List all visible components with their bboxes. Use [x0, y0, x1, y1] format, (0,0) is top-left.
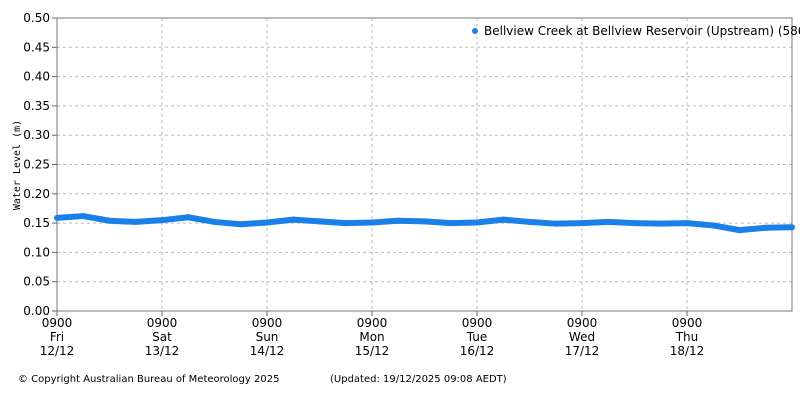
data-point [264, 219, 270, 226]
legend-marker [472, 28, 478, 34]
data-point [474, 219, 480, 226]
x-tick-time: 0900 [42, 316, 73, 330]
x-tick-time: 0900 [252, 316, 283, 330]
x-tick-day: Sun [256, 330, 279, 344]
plot-frame [56, 17, 793, 312]
x-tick-date: 13/12 [145, 344, 180, 358]
data-point [552, 220, 559, 227]
data-point [369, 219, 375, 226]
x-tick-day: Mon [359, 330, 384, 344]
x-tick-day: Sat [152, 330, 172, 344]
x-tick-date: 16/12 [460, 344, 495, 358]
data-point [132, 218, 139, 225]
data-point [185, 214, 192, 221]
x-tick-time: 0900 [462, 316, 493, 330]
data-point [684, 220, 690, 227]
x-tick-date: 12/12 [40, 344, 75, 358]
data-point [54, 214, 60, 221]
x-tick-day: Tue [466, 330, 488, 344]
data-point [211, 218, 218, 225]
y-tick-label: 0.35 [23, 99, 50, 113]
data-point [579, 220, 585, 227]
data-point [447, 220, 454, 227]
x-tick-day: Wed [569, 330, 595, 344]
data-point [789, 224, 795, 231]
y-tick-label: 0.20 [23, 187, 50, 201]
updated-text: (Updated: 19/12/2025 09:08 AEDT) [330, 374, 507, 385]
data-point [80, 213, 87, 220]
data-point [710, 222, 717, 229]
y-tick-label: 0.40 [23, 70, 50, 84]
series-marks [54, 213, 795, 234]
data-point [395, 217, 402, 224]
y-tick-label: 0.25 [23, 158, 50, 172]
y-tick-label: 0.30 [23, 128, 50, 142]
data-point [736, 227, 743, 234]
data-point [631, 220, 638, 227]
x-tick-day: Thu [675, 330, 699, 344]
y-tick-label: 0.00 [23, 304, 50, 318]
data-point [316, 218, 323, 225]
data-point [421, 218, 428, 225]
copyright-text: © Copyright Australian Bureau of Meteoro… [18, 374, 280, 385]
data-point [159, 217, 165, 224]
legend: Bellview Creek at Bellview Reservoir (Up… [472, 24, 800, 38]
data-point [237, 221, 244, 228]
y-tick-label: 0.10 [23, 245, 50, 259]
data-point [500, 216, 507, 223]
x-tick-date: 15/12 [355, 344, 390, 358]
y-tick-label: 0.50 [23, 11, 50, 25]
legend-label: Bellview Creek at Bellview Reservoir (Up… [484, 24, 800, 38]
y-tick-label: 0.45 [23, 40, 50, 54]
x-tick-time: 0900 [147, 316, 178, 330]
x-tick-time: 0900 [567, 316, 598, 330]
x-tick-time: 0900 [672, 316, 703, 330]
data-point [762, 224, 769, 231]
grid [57, 18, 792, 311]
x-tick-date: 18/12 [670, 344, 705, 358]
x-tick-day: Fri [50, 330, 64, 344]
data-point [290, 216, 297, 223]
data-point [106, 217, 113, 224]
x-tick-date: 17/12 [565, 344, 600, 358]
data-point [605, 218, 612, 225]
data-point [526, 218, 533, 225]
axes: 0.00 0.05 0.10 0.15 0.20 0.25 0.30 0.35 0.40 0.45… [23, 11, 793, 358]
x-tick-date: 14/12 [250, 344, 285, 358]
y-tick-label: 0.05 [23, 275, 50, 289]
y-tick-label: 0.15 [23, 216, 50, 230]
x-tick-time: 0900 [357, 316, 388, 330]
data-point [657, 220, 664, 227]
y-axis-label: Water Level (m) [12, 120, 23, 210]
data-point [342, 220, 349, 227]
